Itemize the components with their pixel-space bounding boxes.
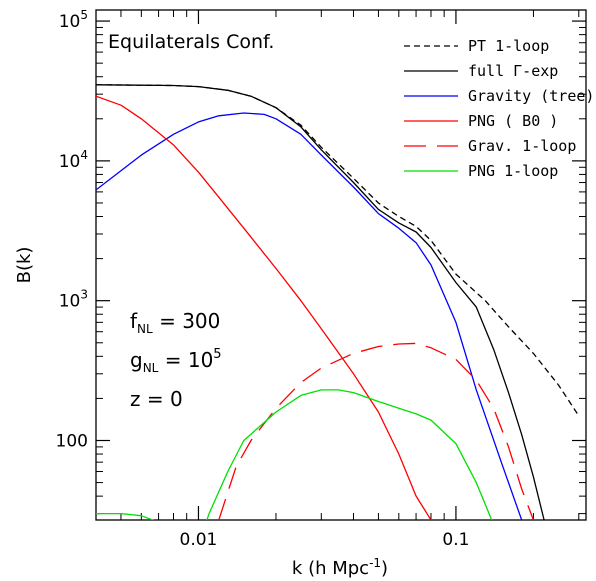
legend-label-3: PNG ( B0 ) — [468, 112, 558, 130]
annotation-2: z = 0 — [130, 387, 183, 411]
chart-title: Equilaterals Conf. — [108, 31, 274, 53]
y-tick-label: 104 — [59, 148, 88, 172]
legend-label-2: Gravity (tree) — [468, 87, 594, 105]
annotation-0: fNL = 300 — [130, 309, 220, 336]
legend: PT 1-loop full Γ-exp Gravity (tree) PNG ( B… — [404, 37, 594, 180]
y-tick-label: 105 — [59, 8, 88, 32]
y-tick-label: 100 — [56, 431, 88, 451]
y-tick-label: 103 — [59, 288, 88, 312]
legend-label-0: PT 1-loop — [468, 37, 549, 55]
series-line-4 — [219, 343, 534, 520]
y-tick-labels: 100 103 104 105 — [56, 8, 88, 451]
legend-label-1: full Γ-exp — [468, 62, 558, 80]
x-tick-labels: 0.01 0.1 — [180, 530, 470, 550]
y-axis-label: B(k) — [14, 247, 35, 284]
legend-label-5: PNG 1-loop — [468, 162, 558, 180]
x-tick-label: 0.01 — [180, 530, 218, 550]
legend-label-4: Grav. 1-loop — [468, 137, 576, 155]
x-axis-label: k (h Mpc-1) — [292, 556, 388, 579]
annotation-1: gNL = 105 — [130, 347, 222, 375]
series-line-5 — [96, 390, 494, 545]
parameter-annotations: fNL = 300 gNL = 105 z = 0 — [130, 309, 222, 411]
x-tick-label: 0.1 — [442, 530, 469, 550]
